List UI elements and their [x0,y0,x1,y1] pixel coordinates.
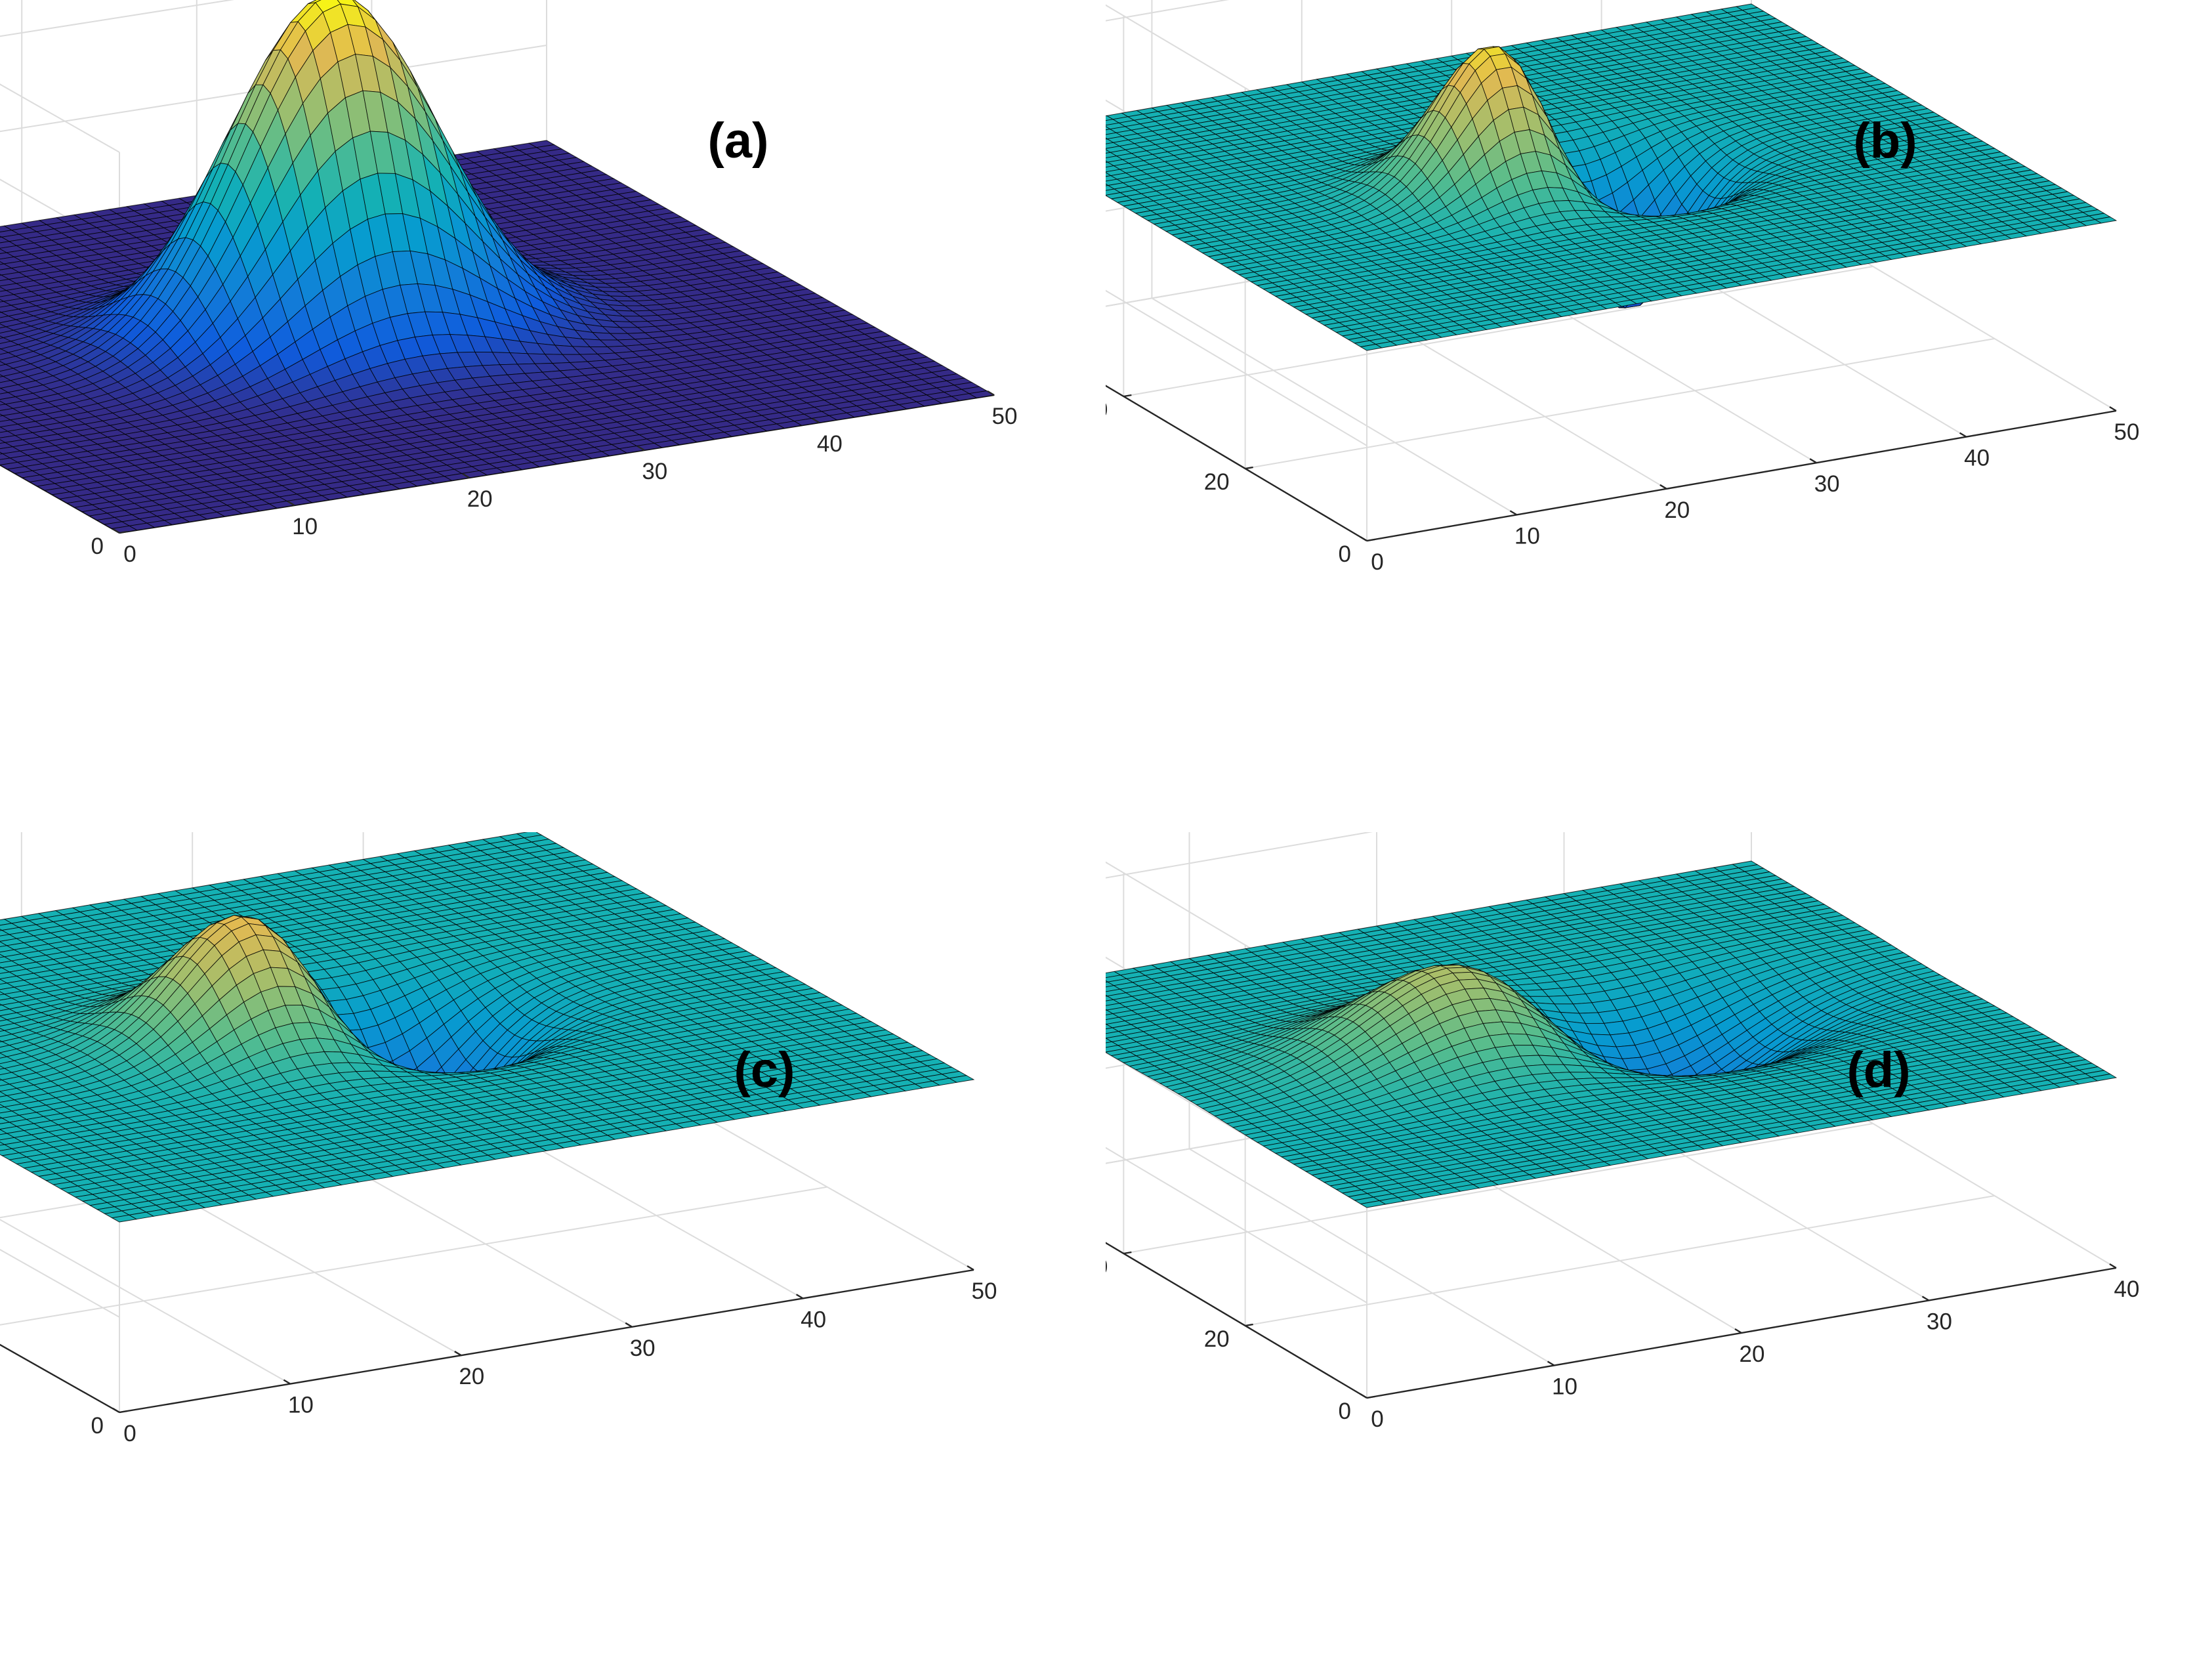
surface [1106,3,2118,351]
y-axis-line [1106,385,1367,542]
x-tick-label: 50 [992,404,1018,429]
x-tick-label: 10 [292,514,318,539]
x-tick-label: 0 [123,541,136,567]
x-axis-line [1366,410,2117,542]
y-tick-label: 0 [91,534,104,559]
surface-plot-a: 00.020.040.060.08010203040500204060(a) [0,0,1018,567]
x-tick-label: 40 [817,431,843,457]
surface [0,0,995,534]
panel-a: 00.020.040.060.08010203040500204060(a) [0,0,1106,832]
panel-b: -0.01-0.00500.0050.01010203040500204060(… [1106,0,2211,832]
x-tick-label: 30 [642,459,667,484]
surface-cell [308,0,322,5]
panel-title: (a) [708,113,769,169]
surface-plot-b: -0.01-0.00500.0050.01010203040500204060(… [1106,0,2139,575]
surface-cell [968,390,995,398]
x-tick-label: 20 [467,486,493,512]
axes [1106,385,2117,542]
tick-labels: 00.020.040.060.08010203040500204060 [91,390,1018,567]
